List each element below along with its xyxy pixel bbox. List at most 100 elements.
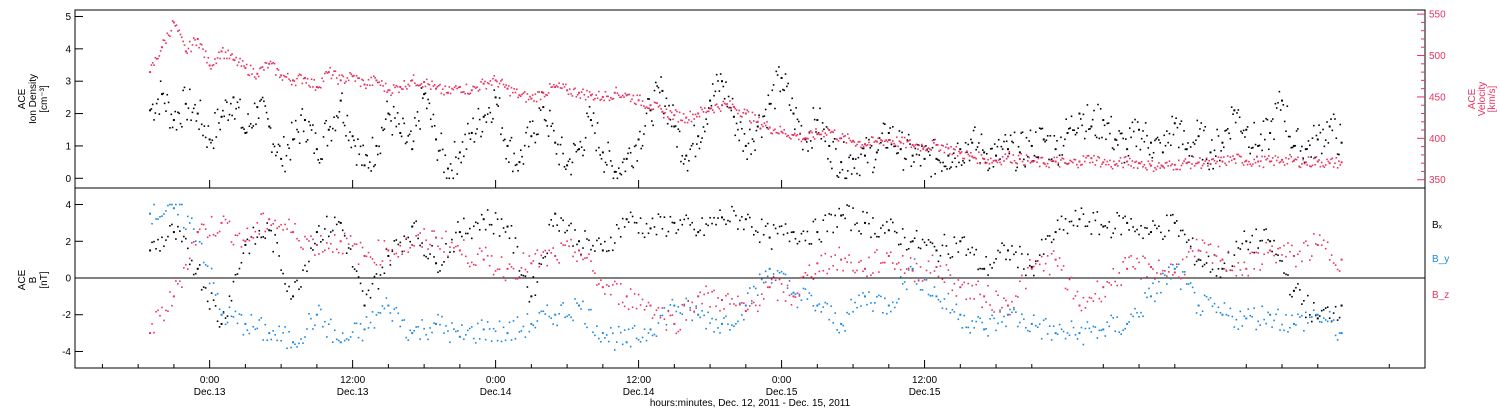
velocity-point <box>354 80 357 82</box>
bx-point <box>889 218 892 221</box>
by-point <box>1281 323 1283 326</box>
bx-point <box>151 241 153 244</box>
bz-point <box>645 305 648 308</box>
by-point <box>887 304 890 307</box>
velocity-series <box>149 20 1343 173</box>
bz-point <box>1118 272 1120 274</box>
bz-point <box>482 258 485 261</box>
density-point <box>1189 146 1192 148</box>
bx-point <box>641 232 644 235</box>
density-point <box>950 166 952 168</box>
density-point <box>1290 146 1293 149</box>
bx-point <box>222 311 225 313</box>
bx-point <box>711 222 713 225</box>
by-point <box>1229 307 1232 310</box>
velocity-point <box>1260 160 1262 162</box>
bz-point <box>750 300 753 302</box>
bx-point <box>1017 266 1019 269</box>
bz-point <box>480 250 483 252</box>
velocity-point <box>698 115 701 118</box>
by-point <box>1265 322 1267 325</box>
density-point <box>849 154 852 157</box>
bx-point <box>631 215 634 218</box>
bx-point <box>1152 220 1154 222</box>
density-point <box>1168 132 1171 135</box>
velocity-point <box>184 50 187 53</box>
density-point <box>1015 169 1017 172</box>
bz-point <box>744 310 747 313</box>
density-point <box>1271 118 1274 120</box>
bz-point <box>989 304 991 306</box>
velocity-point <box>446 91 449 94</box>
density-point <box>914 147 917 150</box>
density-point <box>652 124 654 127</box>
velocity-point <box>386 91 388 94</box>
density-point <box>500 133 502 136</box>
by-point <box>320 308 322 311</box>
velocity-point <box>512 91 514 94</box>
by-point <box>1068 334 1071 337</box>
bz-point <box>224 218 227 221</box>
by-point <box>167 204 169 207</box>
bx-point <box>240 261 243 264</box>
velocity-point <box>731 103 734 106</box>
density-point <box>318 162 321 164</box>
velocity-point <box>959 152 962 155</box>
density-point <box>190 119 192 122</box>
bx-point <box>1080 207 1083 210</box>
velocity-point <box>1327 160 1330 163</box>
bx-point <box>866 211 868 214</box>
density-point <box>280 157 283 160</box>
density-point <box>831 167 833 170</box>
bz-point <box>1164 270 1166 272</box>
density-point <box>697 135 700 138</box>
density-point <box>472 117 474 120</box>
density-point <box>490 121 493 124</box>
bz-point <box>991 309 993 311</box>
by-point <box>659 314 662 317</box>
density-point <box>1252 146 1254 149</box>
velocity-point <box>308 84 310 87</box>
density-point <box>768 102 771 105</box>
velocity-point <box>220 50 223 53</box>
by-point <box>870 302 872 304</box>
density-point <box>558 163 560 166</box>
bx-point <box>369 296 372 299</box>
bz-point <box>276 227 278 230</box>
by-point <box>286 347 288 350</box>
bz-point <box>343 232 346 235</box>
velocity-point <box>891 140 894 142</box>
velocity-point <box>436 85 439 88</box>
velocity-point <box>640 104 643 107</box>
by-point <box>179 203 181 206</box>
velocity-point <box>615 86 617 89</box>
bz-point <box>389 259 392 262</box>
bz-point <box>558 262 560 264</box>
velocity-point <box>191 44 194 46</box>
velocity-point <box>563 86 566 88</box>
bx-point <box>949 257 952 259</box>
velocity-point <box>598 90 600 93</box>
velocity-point <box>997 159 1000 161</box>
density-point <box>170 113 173 116</box>
bz-point <box>228 220 231 223</box>
velocity-point <box>943 151 946 154</box>
by-point <box>768 267 771 270</box>
velocity-point <box>1009 161 1012 163</box>
by-point <box>1195 312 1198 314</box>
by-point <box>915 283 918 285</box>
density-point <box>583 149 586 151</box>
velocity-point <box>678 111 681 114</box>
bz-point <box>560 242 562 245</box>
bz-point <box>915 262 918 265</box>
density-point <box>346 114 349 117</box>
bz-point <box>1102 286 1105 289</box>
bz-point <box>1227 250 1230 253</box>
velocity-point <box>551 86 554 88</box>
velocity-point <box>1295 158 1298 161</box>
density-point <box>893 145 895 148</box>
velocity-point <box>661 110 664 113</box>
bz-point <box>677 330 680 333</box>
density-point <box>951 161 954 163</box>
